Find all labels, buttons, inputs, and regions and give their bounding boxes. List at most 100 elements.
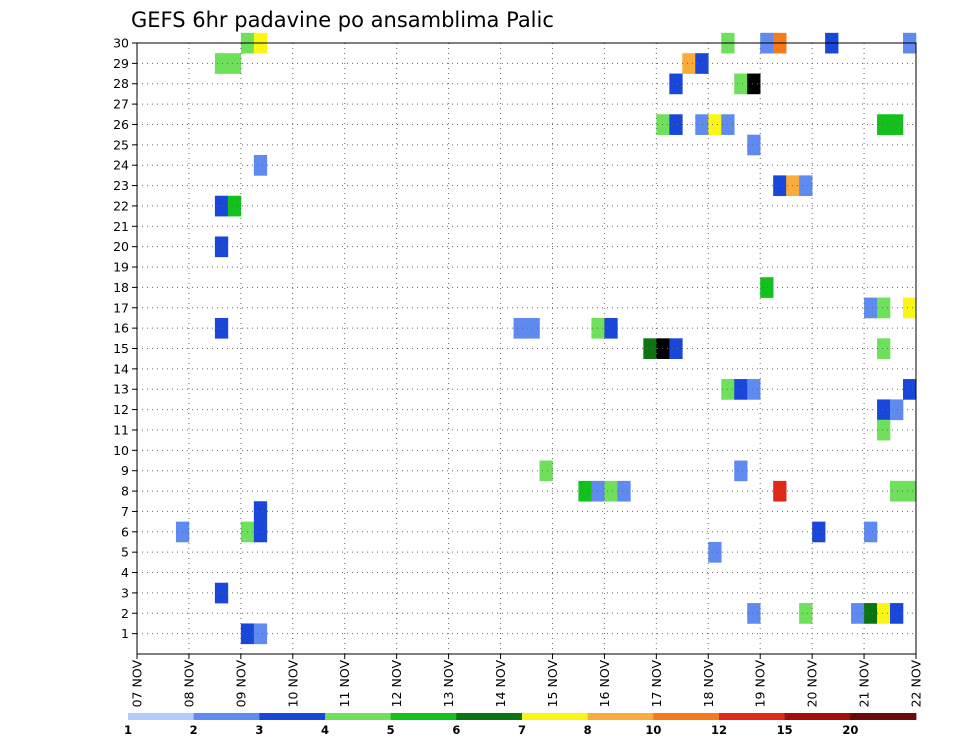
y-tick-label: 2	[121, 606, 129, 621]
y-tick-label: 21	[113, 219, 129, 234]
precip-cell	[864, 603, 878, 624]
colorbar-segment	[522, 713, 589, 720]
y-tick-label: 1	[121, 626, 129, 641]
colorbar-segment	[850, 713, 917, 720]
y-tick-label: 26	[113, 117, 129, 132]
x-tick-label: 08 NOV	[181, 660, 196, 708]
x-tick-label: 18 NOV	[701, 660, 716, 708]
precip-cell	[708, 541, 722, 563]
chart-title: GEFS 6hr padavine po ansamblima Palic	[131, 8, 554, 32]
precip-cell	[682, 53, 696, 74]
y-tick-label: 30	[113, 36, 129, 51]
precip-cell	[617, 480, 631, 502]
colorbar-label: 5	[387, 723, 395, 737]
y-tick-label: 6	[121, 524, 129, 539]
colorbar-segment	[325, 713, 392, 720]
precip-cell	[890, 603, 904, 624]
precip-cell	[773, 175, 787, 197]
precip-cell	[747, 379, 761, 400]
y-tick-label: 14	[113, 361, 129, 376]
precip-cell	[578, 480, 592, 502]
x-tick-label: 14 NOV	[493, 660, 508, 708]
x-tick-label: 16 NOV	[597, 660, 612, 708]
colorbar-segment	[193, 713, 260, 720]
precip-cell	[539, 460, 553, 482]
colorbar-segment	[390, 713, 457, 720]
colorbar-label: 4	[321, 723, 329, 737]
y-tick-label: 19	[113, 260, 129, 275]
colorbar-label: 8	[584, 723, 592, 737]
y-tick-label: 12	[113, 402, 129, 417]
y-tick-label: 13	[113, 382, 129, 397]
precip-cell	[734, 379, 748, 400]
colorbar-label: 3	[255, 723, 263, 737]
precip-cell	[877, 399, 891, 421]
y-axis: 1234567891011121314151617181920212223242…	[113, 36, 137, 641]
y-tick-label: 27	[113, 97, 129, 112]
x-tick-label: 10 NOV	[285, 660, 300, 708]
y-tick-label: 11	[113, 422, 129, 437]
cells-layer	[175, 32, 917, 645]
precip-cell	[214, 53, 229, 74]
x-tick-label: 19 NOV	[753, 660, 768, 708]
y-tick-label: 20	[113, 239, 129, 254]
precip-cell	[877, 603, 891, 624]
precip-cell	[253, 155, 268, 176]
y-tick-label: 22	[113, 198, 129, 213]
precip-cell	[903, 480, 917, 502]
x-tick-label: 22 NOV	[909, 660, 924, 708]
precip-cell	[591, 317, 605, 339]
x-tick-label: 17 NOV	[649, 660, 664, 708]
precip-cell	[526, 317, 540, 339]
y-tick-label: 23	[113, 178, 129, 193]
precip-cell	[513, 317, 527, 339]
precip-cell	[799, 603, 813, 624]
colorbar-segment	[587, 713, 654, 720]
y-tick-label: 25	[113, 137, 129, 152]
precip-cell	[747, 134, 761, 156]
x-tick-label: 21 NOV	[857, 660, 872, 708]
precip-cell	[890, 399, 904, 421]
precip-cell	[890, 480, 904, 502]
precip-cell	[669, 338, 683, 359]
y-tick-label: 10	[113, 443, 129, 458]
colorbar-label: 7	[518, 723, 526, 737]
precip-cell	[734, 73, 748, 95]
x-tick-label: 13 NOV	[441, 660, 456, 708]
precip-cell	[747, 603, 761, 624]
precip-cell	[747, 73, 761, 95]
colorbar-label: 12	[711, 723, 727, 737]
precip-cell	[253, 521, 268, 543]
plot-frame	[136, 42, 917, 655]
precip-cell	[890, 114, 904, 135]
colorbar-label: 10	[645, 723, 661, 737]
x-axis: 07 NOV 08 NOV 09 NOV 10 NOV 11 NOV 12 NOV 13 N…	[130, 654, 924, 707]
precip-cell	[591, 480, 605, 502]
precip-cell	[643, 338, 657, 359]
colorbar-label: 1	[124, 723, 132, 737]
colorbar-label: 20	[842, 723, 858, 737]
precip-cell	[877, 297, 891, 319]
colorbar-label: 15	[777, 723, 793, 737]
x-tick-label: 20 NOV	[805, 660, 820, 708]
x-tick-label: 07 NOV	[130, 660, 145, 708]
grid-layer	[137, 42, 916, 654]
precip-cell	[669, 73, 683, 95]
precip-cell	[760, 277, 774, 298]
precip-cell	[604, 317, 618, 339]
precip-cell	[864, 297, 878, 319]
colorbar-segment	[719, 713, 786, 720]
colorbar-segment	[259, 713, 326, 720]
precip-cell	[695, 53, 709, 74]
y-tick-label: 17	[113, 300, 129, 315]
y-tick-label: 5	[121, 545, 129, 560]
precip-cell	[799, 175, 813, 197]
precip-cell	[214, 236, 229, 258]
precip-cell	[669, 114, 683, 135]
colorbar-segment	[784, 713, 851, 720]
precip-cell	[708, 114, 722, 135]
y-tick-label: 18	[113, 280, 129, 295]
y-tick-label: 9	[121, 463, 129, 478]
y-tick-label: 8	[121, 484, 129, 499]
